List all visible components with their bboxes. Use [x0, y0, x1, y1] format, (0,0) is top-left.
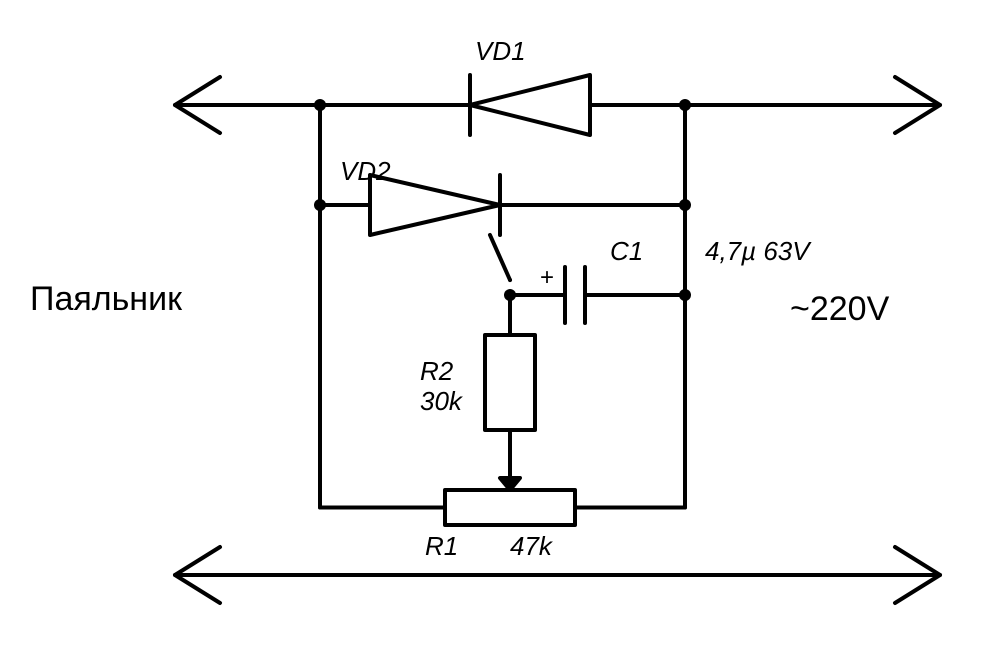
cap-polarity: +: [540, 264, 554, 291]
vd1-label: VD1: [475, 36, 526, 66]
left-side-label: Паяльник: [30, 280, 183, 318]
r2-value-label: 30k: [420, 386, 464, 416]
c1-value-label: 4,7µ 63V: [705, 236, 812, 266]
circuit-schematic: + Паяльник ~220V VD1 VD2 C1 4,7µ 63V R230k R1 47k: [0, 0, 992, 650]
r2-name-label: R2: [420, 356, 454, 386]
r1-value-label: 47k: [510, 531, 554, 561]
c1-label: C1: [610, 236, 643, 266]
vd2-label: VD2: [340, 156, 391, 186]
r1-name-label: R1: [425, 531, 458, 561]
right-side-label: ~220V: [790, 290, 890, 328]
